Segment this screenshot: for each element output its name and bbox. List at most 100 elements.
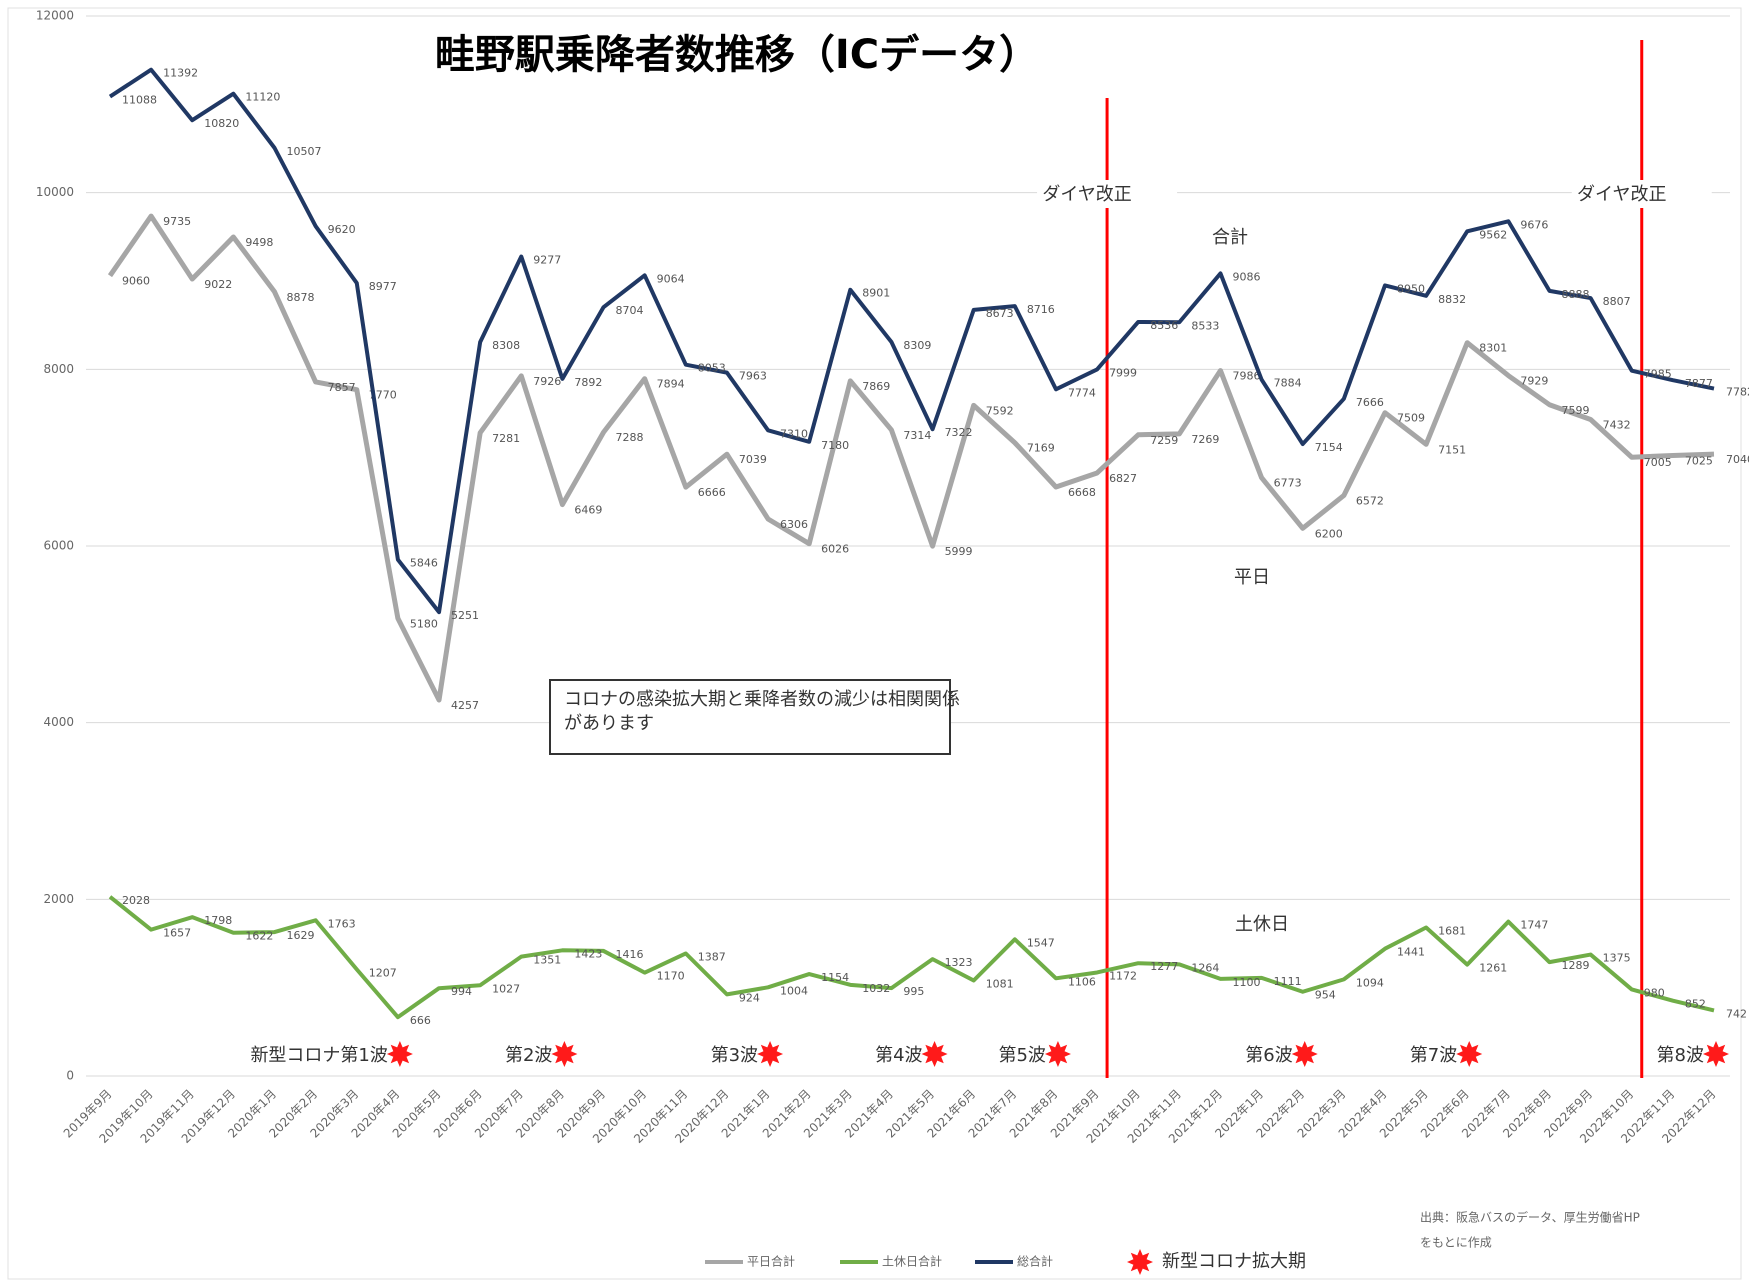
data-label: 8308 xyxy=(492,339,520,352)
data-label: 7894 xyxy=(657,378,685,391)
data-label: 7929 xyxy=(1520,375,1548,388)
data-label: 1441 xyxy=(1397,946,1425,959)
note-text: コロナの感染拡大期と乗降者数の減少は相関関係があります xyxy=(564,689,960,734)
data-label: 742 xyxy=(1726,1007,1747,1020)
data-label: 7005 xyxy=(1644,456,1672,469)
data-label: 8950 xyxy=(1397,282,1425,295)
wave-icon xyxy=(1456,1041,1483,1067)
data-label: 1798 xyxy=(204,914,232,927)
data-label: 8977 xyxy=(369,280,397,293)
data-label: 5180 xyxy=(410,617,438,630)
legend-wave-icon xyxy=(1127,1249,1153,1275)
data-label: 1207 xyxy=(369,966,397,979)
frame xyxy=(7,7,1742,1280)
data-label: 8807 xyxy=(1603,295,1631,308)
wave-icon xyxy=(921,1041,948,1067)
data-label: 852 xyxy=(1685,998,1706,1011)
data-label: 1032 xyxy=(862,982,890,995)
data-label: 7039 xyxy=(739,453,767,466)
data-label: 11088 xyxy=(122,94,157,107)
wave-label: 第2波 xyxy=(505,1045,552,1066)
data-label: 1375 xyxy=(1603,952,1631,965)
data-label: 6026 xyxy=(821,543,849,556)
data-label: 5999 xyxy=(945,545,973,558)
data-label: 1547 xyxy=(1027,936,1055,949)
data-label: 1106 xyxy=(1068,975,1096,988)
y-tick-label: 6000 xyxy=(43,539,74,553)
event-label: ダイヤ改正 xyxy=(1577,184,1666,205)
data-label: 1387 xyxy=(698,950,726,963)
wave-icon xyxy=(757,1041,784,1067)
series-line xyxy=(108,67,1715,615)
data-label: 7782 xyxy=(1726,386,1749,399)
data-label: 7877 xyxy=(1685,377,1713,390)
wave-icon xyxy=(386,1041,413,1067)
note-box xyxy=(549,679,951,755)
data-label: 6306 xyxy=(780,518,808,531)
data-label: 7599 xyxy=(1561,404,1589,417)
event-label: ダイヤ改正 xyxy=(1042,184,1131,205)
data-label: 6572 xyxy=(1356,494,1384,507)
data-label: 1004 xyxy=(780,984,808,997)
data-label: 1351 xyxy=(533,954,561,967)
data-label: 7314 xyxy=(903,429,931,442)
data-label: 1622 xyxy=(245,930,273,943)
legend-label: 土休日合計 xyxy=(882,1254,942,1269)
data-label: 1657 xyxy=(163,927,191,940)
legend-label: 平日合計 xyxy=(747,1254,795,1269)
data-label: 1264 xyxy=(1191,961,1219,974)
data-label: 7310 xyxy=(780,427,808,440)
series-label: 合計 xyxy=(1212,227,1248,248)
data-label: 8309 xyxy=(903,339,931,352)
data-label: 1416 xyxy=(616,948,644,961)
data-label: 8901 xyxy=(862,287,890,300)
data-label: 1289 xyxy=(1561,959,1589,972)
data-label: 9277 xyxy=(533,254,561,267)
data-label: 7869 xyxy=(862,380,890,393)
wave-icon xyxy=(551,1041,578,1067)
data-label: 1763 xyxy=(328,917,356,930)
data-label: 8832 xyxy=(1438,293,1466,306)
series-line xyxy=(107,213,1715,703)
wave-label: 第8波 xyxy=(1657,1045,1704,1066)
data-label: 1170 xyxy=(657,970,685,983)
data-label: 666 xyxy=(410,1014,431,1027)
series-label: 土休日 xyxy=(1235,914,1289,935)
data-label: 7432 xyxy=(1603,419,1631,432)
source: 出典：阪急バスのデータ、厚生労働省HP xyxy=(1420,1210,1640,1225)
y-tick-label: 0 xyxy=(66,1069,74,1083)
data-label: 8533 xyxy=(1191,319,1219,332)
data-label: 9086 xyxy=(1232,270,1260,283)
data-label: 8536 xyxy=(1150,319,1178,332)
data-label: 980 xyxy=(1644,986,1665,999)
data-label: 5251 xyxy=(451,609,479,622)
data-label: 8888 xyxy=(1561,288,1589,301)
data-label: 8716 xyxy=(1027,303,1055,316)
data-label: 8704 xyxy=(616,304,644,317)
data-label: 995 xyxy=(903,985,924,998)
wave-label: 第7波 xyxy=(1410,1045,1457,1066)
data-label: 924 xyxy=(739,991,760,1004)
data-label: 6827 xyxy=(1109,472,1137,485)
data-label: 954 xyxy=(1315,989,1336,1002)
data-label: 8673 xyxy=(986,307,1014,320)
data-label: 1081 xyxy=(986,978,1014,991)
data-label: 1100 xyxy=(1232,976,1260,989)
data-label: 1629 xyxy=(287,929,315,942)
y-tick-label: 4000 xyxy=(43,715,74,729)
data-label: 1747 xyxy=(1520,919,1548,932)
legend-wave-label: 新型コロナ拡大期 xyxy=(1162,1251,1306,1272)
data-label: 1027 xyxy=(492,982,520,995)
event-label-bg xyxy=(1037,180,1178,208)
data-label: 7509 xyxy=(1397,412,1425,425)
data-label: 4257 xyxy=(451,699,479,712)
data-label: 7322 xyxy=(945,426,973,439)
data-label: 7963 xyxy=(739,370,767,383)
data-label: 7269 xyxy=(1191,433,1219,446)
data-label: 9620 xyxy=(328,223,356,236)
data-label: 6200 xyxy=(1315,527,1343,540)
data-label: 9735 xyxy=(163,215,191,228)
data-label: 9022 xyxy=(204,278,232,291)
wave-label: 第4波 xyxy=(875,1045,922,1066)
